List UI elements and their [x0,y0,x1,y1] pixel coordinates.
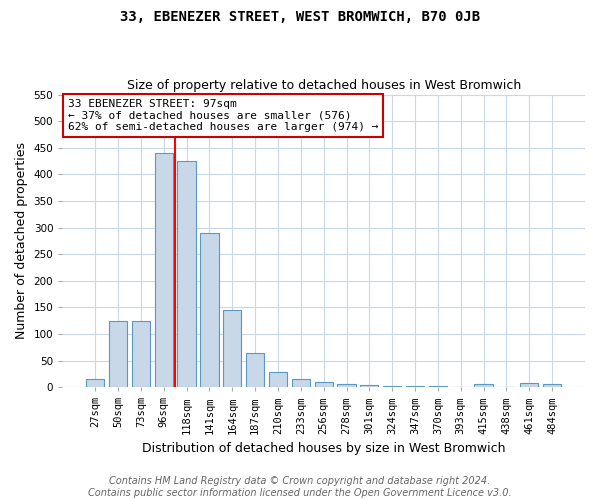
Bar [452,386,470,387]
Title: Size of property relative to detached houses in West Bromwich: Size of property relative to detached ho… [127,79,521,92]
Bar [86,379,104,387]
Y-axis label: Number of detached properties: Number of detached properties [15,142,28,340]
Bar [223,310,241,387]
Bar [200,233,218,387]
Bar [155,153,173,387]
Bar [269,372,287,387]
Bar [314,382,333,387]
X-axis label: Distribution of detached houses by size in West Bromwich: Distribution of detached houses by size … [142,442,505,455]
Bar [292,379,310,387]
Bar [520,384,538,387]
Bar [109,320,127,387]
Text: 33, EBENEZER STREET, WEST BROMWICH, B70 0JB: 33, EBENEZER STREET, WEST BROMWICH, B70 … [120,10,480,24]
Bar [383,386,401,387]
Bar [178,161,196,387]
Bar [429,386,447,387]
Text: Contains HM Land Registry data © Crown copyright and database right 2024.
Contai: Contains HM Land Registry data © Crown c… [88,476,512,498]
Bar [543,384,561,387]
Text: 33 EBENEZER STREET: 97sqm
← 37% of detached houses are smaller (576)
62% of semi: 33 EBENEZER STREET: 97sqm ← 37% of detac… [68,99,378,132]
Bar [406,386,424,387]
Bar [360,385,379,387]
Bar [132,320,150,387]
Bar [475,384,493,387]
Bar [337,384,356,387]
Bar [246,352,264,387]
